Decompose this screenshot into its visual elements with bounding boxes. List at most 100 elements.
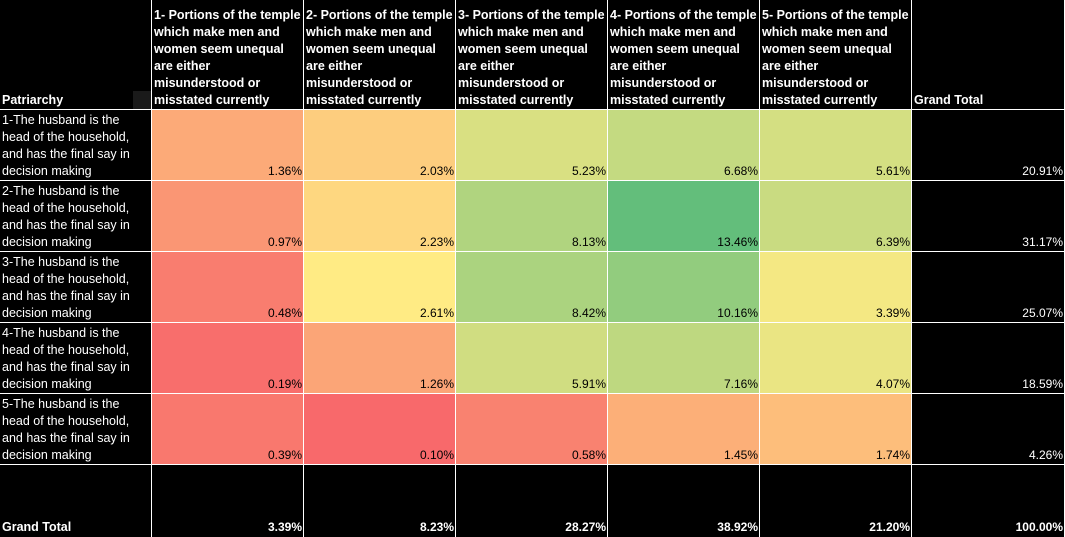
heatmap-cell-r4-c1-text: 0.19% (267, 377, 302, 391)
column-header-3-text: 3- Portions of the temple which make men… (458, 8, 605, 107)
heatmap-cell-r5-c2-text: 0.10% (419, 448, 454, 462)
column-header-3: 3- Portions of the temple which make men… (456, 0, 608, 110)
heatmap-cell-r5-c1: 0.39% (152, 394, 304, 465)
heatmap-cell-r1-c3-text: 5.23% (571, 164, 606, 178)
heatmap-cell-r3-c1: 0.48% (152, 252, 304, 323)
heatmap-cell-r3-c2-text: 2.61% (419, 306, 454, 320)
grid-vline (759, 0, 760, 537)
column-total-5: 21.20% (760, 465, 912, 537)
heatmap-cell-r5-c4: 1.45% (608, 394, 760, 465)
column-total-3-text: 28.27% (565, 520, 606, 534)
column-header-2-text: 2- Portions of the temple which make men… (306, 8, 453, 107)
grid-vline (607, 0, 608, 537)
heatmap-cell-r2-c1-text: 0.97% (267, 235, 302, 249)
heatmap-cell-r4-c3-text: 5.91% (571, 377, 606, 391)
grid-hline (0, 251, 1065, 252)
heatmap-cell-r5-c5-text: 1.74% (875, 448, 910, 462)
grid-vline (455, 0, 456, 537)
heatmap-cell-r5-c4-text: 1.45% (723, 448, 758, 462)
heatmap-cell-r2-c5-text: 6.39% (875, 235, 910, 249)
row-filter-dropdown[interactable] (133, 91, 151, 110)
row-total-3-text: 25.07% (1022, 306, 1063, 320)
row-total-5: 4.26% (912, 394, 1065, 465)
row-total-2: 31.17% (912, 181, 1065, 252)
column-header-2: 2- Portions of the temple which make men… (304, 0, 456, 110)
row-header-label: Patriarchy (0, 0, 152, 110)
row-label-5-text: 5-The husband is the head of the househo… (2, 397, 130, 462)
column-total-5-text: 21.20% (869, 520, 910, 534)
heatmap-cell-r5-c1-text: 0.39% (267, 448, 302, 462)
heatmap-cell-r4-c5: 4.07% (760, 323, 912, 394)
grand-total-value: 100.00% (912, 465, 1065, 537)
heatmap-cell-r2-c3: 8.13% (456, 181, 608, 252)
heatmap-cell-r2-c4: 13.46% (608, 181, 760, 252)
heatmap-cell-r4-c4: 7.16% (608, 323, 760, 394)
grand-total-header: Grand Total (912, 0, 1065, 110)
row-label-5: 5-The husband is the head of the househo… (0, 394, 152, 465)
heatmap-cell-r2-c2: 2.23% (304, 181, 456, 252)
column-total-1: 3.39% (152, 465, 304, 537)
column-total-2: 8.23% (304, 465, 456, 537)
heatmap-cell-r2-c4-text: 13.46% (717, 235, 758, 249)
heatmap-cell-r3-c5-text: 3.39% (875, 306, 910, 320)
heatmap-cell-r1-c4-text: 6.68% (723, 164, 758, 178)
row-total-2-text: 31.17% (1022, 235, 1063, 249)
row-label-1: 1-The husband is the head of the househo… (0, 110, 152, 181)
heatmap-cell-r2-c1: 0.97% (152, 181, 304, 252)
grid-hline (0, 322, 1065, 323)
row-total-5-text: 4.26% (1028, 448, 1063, 462)
grid-hline (0, 180, 1065, 181)
heatmap-cell-r5-c3-text: 0.58% (571, 448, 606, 462)
row-total-1: 20.91% (912, 110, 1065, 181)
column-total-2-text: 8.23% (419, 520, 454, 534)
grand-total-header-text: Grand Total (914, 93, 984, 107)
column-total-3: 28.27% (456, 465, 608, 537)
heatmap-cell-r3-c1-text: 0.48% (267, 306, 302, 320)
grid-vline (151, 0, 152, 537)
heatmap-cell-r1-c3: 5.23% (456, 110, 608, 181)
heatmap-cell-r1-c1-text: 1.36% (267, 164, 302, 178)
column-header-4: 4- Portions of the temple which make men… (608, 0, 760, 110)
heatmap-cell-r3-c2: 2.61% (304, 252, 456, 323)
column-header-1: 1- Portions of the temple which make men… (152, 0, 304, 110)
heatmap-cell-r5-c2: 0.10% (304, 394, 456, 465)
heatmap-cell-r1-c1: 1.36% (152, 110, 304, 181)
heatmap-cell-r4-c3: 5.91% (456, 323, 608, 394)
row-label-2-text: 2-The husband is the head of the househo… (2, 184, 130, 249)
column-header-4-text: 4- Portions of the temple which make men… (610, 8, 757, 107)
grid-hline (0, 464, 1065, 465)
heatmap-cell-r3-c4: 10.16% (608, 252, 760, 323)
heatmap-cell-r4-c2-text: 1.26% (419, 377, 454, 391)
grid-vline (911, 0, 912, 537)
heatmap-cell-r3-c3: 8.42% (456, 252, 608, 323)
column-header-5: 5- Portions of the temple which make men… (760, 0, 912, 110)
heatmap-cell-r3-c3-text: 8.42% (571, 306, 606, 320)
grid-hline (0, 109, 1065, 110)
heatmap-cell-r4-c4-text: 7.16% (723, 377, 758, 391)
heatmap-cell-r2-c5: 6.39% (760, 181, 912, 252)
grand-total-value-text: 100.00% (1015, 520, 1063, 534)
heatmap-cell-r2-c2-text: 2.23% (419, 235, 454, 249)
row-total-4: 18.59% (912, 323, 1065, 394)
heatmap-cell-r4-c5-text: 4.07% (875, 377, 910, 391)
column-total-4-text: 38.92% (717, 520, 758, 534)
row-label-2: 2-The husband is the head of the househo… (0, 181, 152, 252)
row-total-3: 25.07% (912, 252, 1065, 323)
row-total-1-text: 20.91% (1022, 164, 1063, 178)
heatmap-cell-r3-c4-text: 10.16% (717, 306, 758, 320)
row-label-3-text: 3-The husband is the head of the househo… (2, 255, 130, 320)
heatmap-cell-r2-c3-text: 8.13% (571, 235, 606, 249)
column-header-1-text: 1- Portions of the temple which make men… (154, 8, 301, 107)
row-total-4-text: 18.59% (1022, 377, 1063, 391)
column-header-5-text: 5- Portions of the temple which make men… (762, 8, 909, 107)
grid-vline (303, 0, 304, 537)
row-label-4: 4-The husband is the head of the househo… (0, 323, 152, 394)
row-label-1-text: 1-The husband is the head of the househo… (2, 113, 130, 178)
heatmap-cell-r1-c2: 2.03% (304, 110, 456, 181)
row-label-4-text: 4-The husband is the head of the househo… (2, 326, 130, 391)
column-total-1-text: 3.39% (267, 520, 302, 534)
heatmap-cell-r1-c5: 5.61% (760, 110, 912, 181)
grand-total-row-label-text: Grand Total (2, 520, 72, 534)
heatmap-cell-r1-c2-text: 2.03% (419, 164, 454, 178)
